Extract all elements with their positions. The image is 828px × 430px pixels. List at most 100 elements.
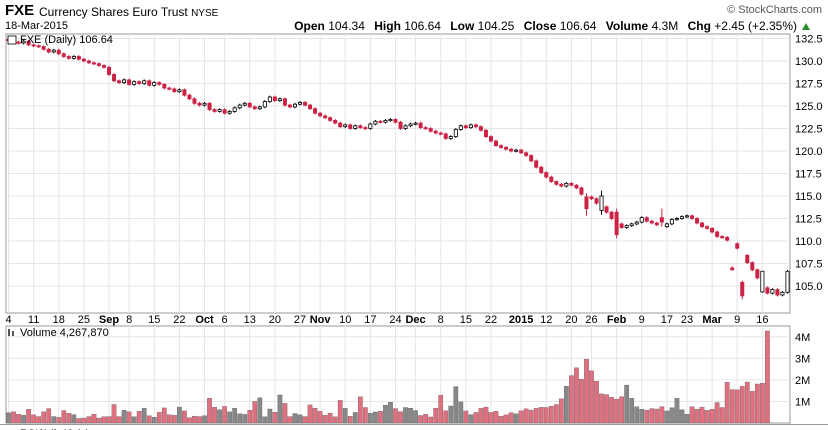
candle-body (272, 96, 277, 101)
date-tick-label: 18 (53, 314, 65, 326)
date-tick-label: 26 (585, 314, 597, 326)
price-tick-label: 122.5 (795, 124, 823, 136)
candle-body (529, 155, 534, 162)
volume-bar (26, 409, 31, 424)
chart-header: FXE Currency Shares Euro Trust NYSE 18-M… (0, 0, 828, 34)
candle-body (323, 115, 328, 119)
volume-bar (443, 410, 449, 424)
volume-bar (126, 411, 132, 424)
date-tick-label: 16 (756, 314, 768, 326)
price-tick-label: 105.0 (795, 281, 823, 293)
candle-body (212, 109, 217, 112)
ticker-symbol: FXE (5, 2, 35, 19)
volume-bar (81, 417, 87, 424)
volume-bar (297, 414, 303, 424)
volume-bar (373, 411, 378, 424)
candle-body (137, 81, 142, 84)
candle-body (659, 217, 664, 223)
candle-body (56, 49, 61, 55)
volume-legend-icon (12, 331, 14, 336)
volume-bar (61, 410, 67, 424)
volume-bar (423, 414, 428, 424)
candle-body (182, 89, 187, 96)
candle-body (353, 125, 358, 129)
volume-bar (644, 409, 650, 424)
volume-bar (277, 394, 283, 424)
volume-bar (66, 413, 72, 424)
candle-body (579, 187, 584, 195)
volume-bar (669, 407, 675, 424)
date-tick-label: Dec (405, 314, 425, 326)
candle-body (237, 104, 242, 109)
volume-bar (46, 408, 52, 424)
volume-bar (704, 410, 710, 424)
candle-body (358, 125, 363, 129)
volume-bar (574, 367, 579, 424)
volume-bar (543, 407, 549, 424)
volume-bar (458, 401, 464, 424)
candle-body (76, 56, 81, 60)
candle-body (448, 136, 453, 139)
candle-body (750, 262, 755, 271)
candle-body (363, 127, 368, 130)
candle-body (142, 80, 147, 84)
price-legend: FXE (Daily) 106.64 (20, 34, 113, 46)
candle-body (418, 122, 423, 128)
candle-body (21, 40, 26, 44)
candle-body (584, 196, 589, 209)
candle-body (745, 254, 750, 263)
candle-body (428, 128, 433, 132)
candle-body (715, 231, 720, 237)
volume-bar (694, 409, 700, 424)
candle-body (599, 195, 604, 211)
candle-body (207, 102, 212, 111)
volume-bar (553, 404, 559, 424)
candle-body (649, 220, 654, 224)
volume-bar (166, 414, 172, 424)
volume-bar (222, 406, 227, 424)
close-label: Close (523, 19, 557, 33)
price-tick-label: 112.5 (795, 214, 822, 226)
candle-body (277, 98, 282, 102)
volume-bar (156, 412, 162, 424)
volume-bar (388, 402, 393, 424)
volume-bar (352, 412, 358, 424)
candle-body (282, 98, 287, 106)
volume-bar (664, 410, 670, 424)
candle-body (614, 211, 619, 236)
candle-body (127, 79, 132, 85)
candle-body (423, 127, 428, 130)
date-tick-label: 10 (339, 314, 351, 326)
open-label: Open (294, 19, 325, 33)
candle-body (232, 107, 237, 112)
candle-body (91, 62, 96, 65)
volume-bar (312, 407, 318, 424)
candle-body (433, 130, 438, 134)
volume-tick-label: 3M (795, 353, 810, 365)
open-value: 104.34 (328, 19, 365, 33)
candle-body (388, 119, 393, 122)
candle-body (36, 45, 41, 48)
candle-body (463, 125, 468, 129)
volume-bar (6, 412, 11, 424)
candle-body (504, 146, 509, 150)
volume-bar (579, 379, 584, 424)
price-tick-label: 115.0 (795, 191, 822, 203)
candle-body (31, 44, 36, 47)
volume-bar (161, 407, 167, 424)
candle-body (343, 124, 348, 128)
price-tick-label: 132.5 (795, 34, 823, 46)
candle-body (629, 223, 634, 227)
volume-bar (714, 402, 720, 424)
candle-body (765, 287, 770, 294)
candle-body (549, 176, 554, 183)
date-tick-label: 4 (5, 314, 11, 326)
volume-bar (327, 412, 333, 424)
volume-bar (267, 408, 273, 424)
volume-bar (282, 403, 288, 424)
volume-bar (292, 413, 298, 424)
brand-link[interactable]: © StockCharts.com (727, 4, 822, 16)
low-value: 104.25 (477, 19, 515, 33)
volume-bar (357, 396, 363, 424)
volume-bar (212, 407, 217, 424)
